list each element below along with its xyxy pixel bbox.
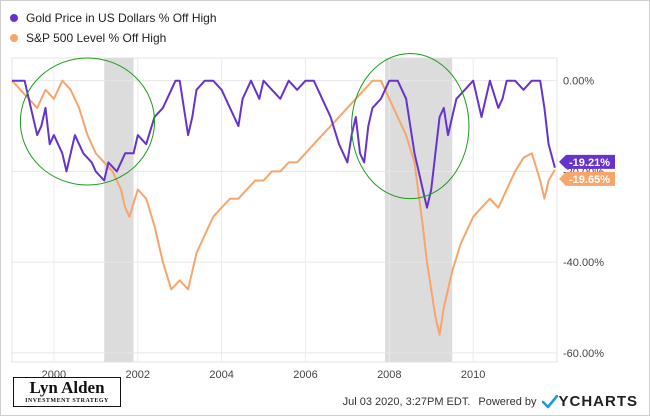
logo-subtitle: INVESTMENT STRATEGY <box>25 398 109 404</box>
logo-name: Lyn Alden <box>29 378 105 397</box>
logo: Lyn Alden INVESTMENT STRATEGY <box>13 377 121 407</box>
x-tick-label-3: 2006 <box>293 369 317 381</box>
legend-dot-sp500 <box>10 34 18 42</box>
timestamp: Jul 03 2020, 3:27PM EDT. <box>342 395 471 408</box>
ycharts-wordmark: YCHARTS <box>558 393 638 410</box>
x-tick-label-4: 2008 <box>377 369 401 381</box>
annotation-ellipse-1 <box>351 52 470 200</box>
end-tag-sp500 <box>559 171 615 186</box>
annotation-ellipse-0 <box>19 57 156 186</box>
footer: Jul 03 2020, 3:27PM EDT. Powered by YCHA… <box>343 393 638 410</box>
legend-label-sp500: S&P 500 Level % Off High <box>26 31 167 45</box>
x-tick-label-1: 2002 <box>126 369 150 381</box>
series-line-sp500 <box>11 79 556 336</box>
ycharts-logo[interactable]: YCHARTS <box>542 393 638 410</box>
legend-dot-gold <box>10 14 18 22</box>
legend: Gold Price in US Dollars % Off High S&P … <box>10 8 217 48</box>
x-tick-label-0: 2000 <box>42 369 66 381</box>
legend-item-sp500[interactable]: S&P 500 Level % Off High <box>10 28 217 48</box>
y-tick-label-3: -60.00% <box>563 348 604 360</box>
series-line-gold <box>12 79 556 209</box>
legend-label-gold: Gold Price in US Dollars % Off High <box>26 11 217 25</box>
end-label-sp500: -19.65% <box>569 174 610 186</box>
x-tick-label-5: 2010 <box>461 369 485 381</box>
end-label-gold: -19.21% <box>569 157 610 169</box>
end-tag-gold <box>559 154 615 169</box>
y-tick-label-0: 0.00% <box>563 76 594 88</box>
ycharts-check-icon <box>542 394 559 408</box>
plot-area <box>11 57 558 363</box>
recession-band-1 <box>385 58 453 362</box>
recession-band-0 <box>104 58 134 362</box>
y-tick-label-2: -40.00% <box>563 257 604 269</box>
powered-by-text: Powered by <box>478 395 537 408</box>
x-tick-label-2: 2004 <box>209 369 233 381</box>
legend-item-gold[interactable]: Gold Price in US Dollars % Off High <box>10 8 217 28</box>
